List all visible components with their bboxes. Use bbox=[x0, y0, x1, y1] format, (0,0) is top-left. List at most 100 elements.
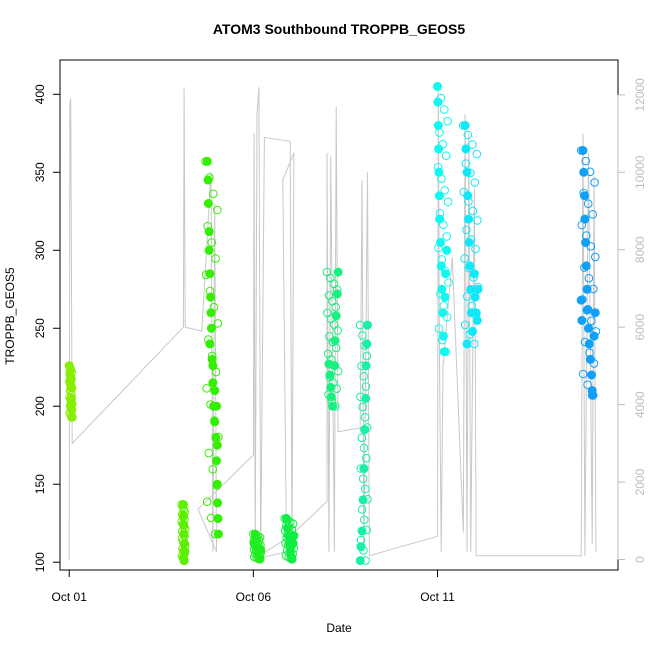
data-point bbox=[356, 392, 365, 402]
data-point bbox=[361, 484, 370, 494]
data-point bbox=[587, 316, 596, 326]
data-point bbox=[466, 168, 475, 178]
data-point bbox=[472, 315, 482, 325]
data-point bbox=[67, 412, 76, 422]
data-point bbox=[204, 448, 214, 458]
data-point bbox=[209, 189, 218, 199]
series-5 bbox=[280, 513, 299, 564]
data-point bbox=[325, 370, 335, 380]
y-tick-label: 400 bbox=[33, 84, 47, 104]
data-point bbox=[587, 391, 597, 400]
data-point bbox=[356, 535, 366, 545]
data-point bbox=[333, 267, 343, 277]
y-axis: 100 150 200 250 300 350 400 bbox=[33, 84, 61, 572]
data-point bbox=[363, 494, 372, 504]
data-point bbox=[330, 336, 340, 346]
data-point bbox=[434, 243, 443, 253]
data-point bbox=[201, 157, 210, 166]
data-point bbox=[579, 191, 589, 201]
data-point bbox=[464, 263, 474, 273]
data-point bbox=[211, 254, 220, 263]
data-point bbox=[473, 282, 483, 292]
data-point bbox=[585, 348, 594, 358]
data-point bbox=[362, 320, 372, 330]
data-point bbox=[205, 286, 215, 296]
data-point bbox=[209, 302, 219, 312]
data-point bbox=[442, 312, 452, 322]
data-point bbox=[359, 546, 368, 555]
data-point bbox=[443, 197, 453, 207]
series-1 bbox=[64, 361, 77, 422]
data-point bbox=[434, 167, 444, 177]
data-point bbox=[359, 372, 369, 381]
data-point bbox=[207, 238, 216, 247]
chart-title: ATOM3 Southbound TROPPB_GEOS5 bbox=[213, 21, 465, 37]
data-point bbox=[362, 525, 371, 535]
data-point bbox=[202, 497, 212, 507]
data-point bbox=[463, 214, 473, 224]
data-point bbox=[360, 515, 369, 525]
data-point bbox=[460, 254, 469, 263]
y2-tick-label: 6000 bbox=[633, 314, 647, 341]
data-point bbox=[434, 324, 444, 333]
series-4 bbox=[249, 529, 266, 564]
series-2 bbox=[177, 499, 190, 566]
data-point bbox=[358, 331, 367, 340]
data-point bbox=[583, 199, 593, 208]
x-tick-label: Oct 06 bbox=[236, 590, 272, 604]
y-tick-label: 250 bbox=[33, 318, 47, 338]
data-point bbox=[331, 302, 341, 312]
data-point bbox=[357, 526, 367, 536]
secondary-y-axis: 0 2000 4000 6000 8000 10000 12000 bbox=[617, 78, 647, 563]
data-point bbox=[440, 186, 450, 195]
data-point bbox=[212, 456, 222, 466]
data-point bbox=[206, 513, 216, 523]
data-point bbox=[467, 301, 476, 311]
data-point bbox=[438, 139, 448, 149]
data-point bbox=[202, 156, 212, 166]
y-tick-label: 150 bbox=[33, 474, 47, 494]
data-point bbox=[459, 121, 468, 130]
data-point bbox=[331, 311, 341, 321]
data-point bbox=[433, 162, 443, 172]
data-point bbox=[355, 320, 365, 330]
data-point bbox=[584, 339, 594, 349]
data-point bbox=[465, 330, 475, 339]
data-point bbox=[433, 82, 442, 91]
data-point bbox=[580, 337, 590, 347]
data-point bbox=[361, 556, 370, 565]
data-point bbox=[358, 402, 368, 412]
series-6 bbox=[322, 267, 343, 411]
data-point bbox=[214, 432, 223, 442]
data-point bbox=[254, 554, 264, 564]
data-point bbox=[470, 292, 480, 302]
data-point bbox=[443, 116, 452, 126]
data-point bbox=[469, 273, 478, 282]
data-point bbox=[461, 144, 471, 154]
data-point bbox=[206, 400, 215, 409]
data-point bbox=[590, 178, 599, 187]
data-point bbox=[436, 289, 445, 299]
data-point bbox=[206, 323, 216, 333]
data-point bbox=[583, 380, 592, 390]
y-tick-label: 200 bbox=[33, 396, 47, 416]
data-point bbox=[589, 359, 599, 368]
data-point bbox=[212, 481, 221, 490]
data-point bbox=[585, 167, 595, 177]
data-point bbox=[582, 305, 592, 315]
y2-tick-label: 4000 bbox=[633, 391, 647, 418]
data-point bbox=[580, 263, 589, 272]
data-point bbox=[358, 474, 368, 484]
data-point bbox=[332, 285, 342, 294]
y-tick-label: 300 bbox=[33, 240, 47, 260]
data-point bbox=[360, 413, 370, 422]
data-point bbox=[67, 374, 76, 384]
y-tick-label: 100 bbox=[33, 552, 47, 572]
data-point bbox=[362, 339, 372, 349]
data-point bbox=[579, 188, 589, 198]
data-point bbox=[439, 301, 449, 310]
data-point bbox=[210, 529, 220, 539]
x-axis: Oct 01 Oct 06 Oct 11 bbox=[52, 569, 455, 604]
